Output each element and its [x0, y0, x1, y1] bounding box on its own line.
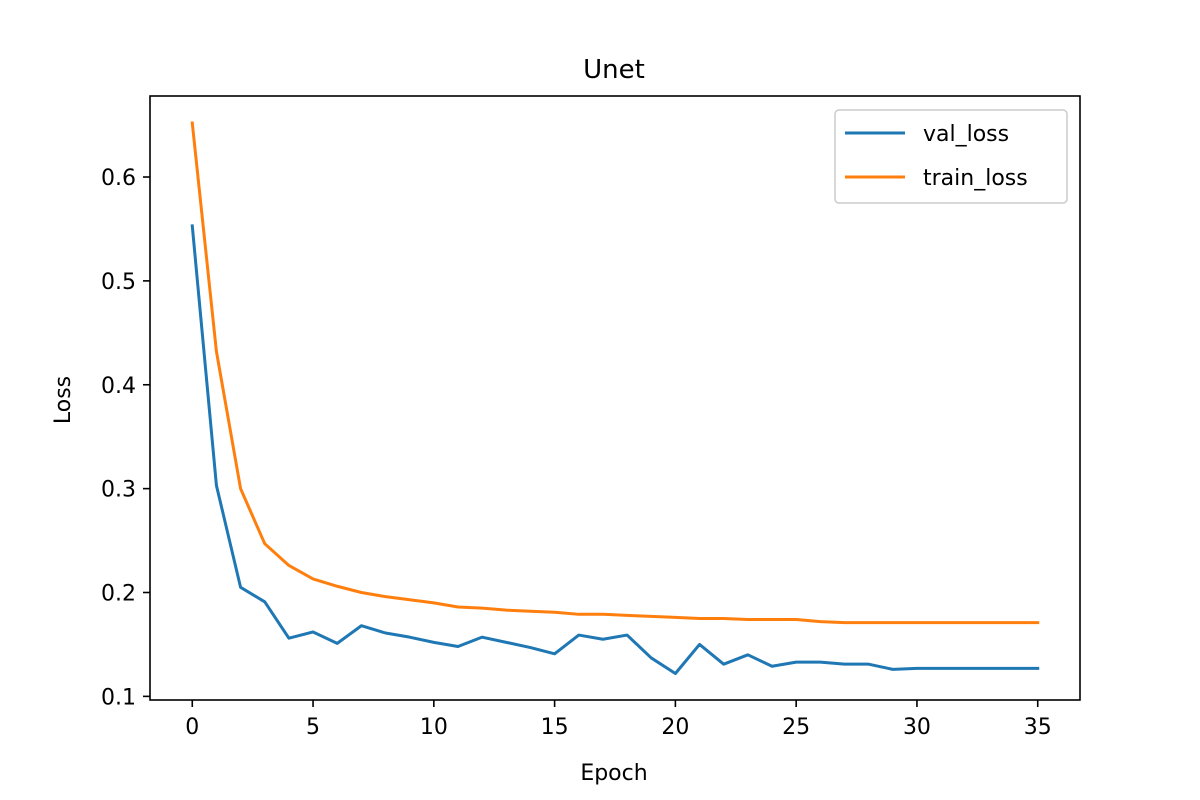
legend-label-train-loss: train_loss [923, 166, 1028, 191]
legend: val_loss train_loss [834, 109, 1068, 204]
x-axis-label: Epoch [580, 761, 647, 786]
y-tick-label: 0.5 [101, 270, 136, 295]
x-tick-label: 35 [1024, 715, 1052, 740]
y-tick-label: 0.6 [101, 166, 136, 191]
plot-area [149, 95, 1081, 701]
x-tick-label: 10 [420, 715, 448, 740]
x-tick-label: 15 [541, 715, 569, 740]
legend-label-val-loss: val_loss [923, 122, 1009, 147]
plot-frame [149, 95, 1081, 701]
y-axis-label: Loss [51, 376, 76, 424]
y-tick-label: 0.2 [101, 581, 136, 606]
series-line-val-loss [190, 224, 1040, 676]
x-tick-label: 30 [903, 715, 931, 740]
y-tick-label: 0.4 [101, 374, 136, 399]
series-line-train-loss [190, 121, 1040, 625]
y-tick-label: 0.1 [101, 685, 136, 710]
y-tick-label: 0.3 [101, 478, 136, 503]
x-axis: 0 5 10 15 20 25 30 35 [185, 700, 1052, 740]
x-tick-label: 0 [185, 715, 199, 740]
chart-title: Unet [583, 55, 645, 85]
x-tick-label: 5 [306, 715, 320, 740]
x-tick-label: 20 [661, 715, 689, 740]
x-tick-label: 25 [782, 715, 810, 740]
y-axis: 0.1 0.2 0.3 0.4 0.5 0.6 [101, 166, 150, 710]
